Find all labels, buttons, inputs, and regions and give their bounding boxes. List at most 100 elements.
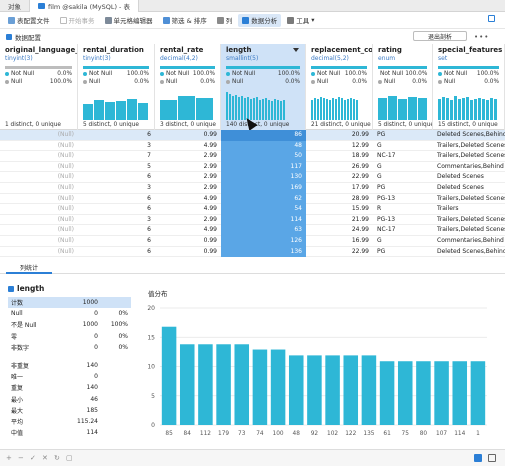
table-row[interactable]: (Null) 6 4.99 54 15.99 R Trailers [0,204,505,215]
stats-row[interactable]: 唯一 0 [8,371,131,382]
table-cell[interactable]: 16.99 [351,237,369,244]
table-cell[interactable]: (Null) [57,226,74,234]
bar-102[interactable] [325,355,340,425]
table-cell[interactable]: PG [377,247,386,255]
table-cell[interactable]: R [377,205,382,213]
bar-92[interactable] [307,355,322,425]
bar-85[interactable] [161,326,177,425]
table-cell[interactable]: 6 [147,131,151,138]
table-cell[interactable]: 2.99 [203,152,217,160]
table-row[interactable]: (Null) 3 4.99 48 12.99 G Trailers,Deleted Scen… [0,140,505,152]
table-cell[interactable]: 26.99 [351,162,369,170]
stats-row[interactable]: 非重复 140 [8,360,131,371]
table-row[interactable]: (Null) 6 0.99 126 16.99 G Commentaries,Behind … [0,236,505,247]
table-cell[interactable]: 18.99 [351,152,369,160]
table-cell[interactable]: G [377,162,382,170]
stats-row[interactable]: Null 0 0% [8,308,131,319]
table-cell[interactable]: Trailers,Deleted Scenes [437,215,505,223]
bar-100[interactable] [270,349,286,425]
table-cell[interactable]: 2.99 [203,215,217,223]
bar-114[interactable] [452,361,468,425]
table-cell[interactable]: (Null) [57,237,74,244]
bar-84[interactable] [179,344,195,425]
column-header-replacement-cost[interactable]: replacement_costdecimal(5,2) Not Null100.… [306,44,373,130]
stats-row[interactable]: 计数 1000 [8,297,131,309]
stats-row[interactable]: 最小 46 [8,394,131,405]
table-cell[interactable]: Deleted Scenes,Behind the Scenes [437,247,505,255]
table-cell[interactable]: 2.99 [203,184,217,191]
sort-dropdown-icon[interactable] [293,48,299,52]
table-row[interactable]: (Null) 6 2.99 130 22.99 G Deleted Scenes [0,172,505,183]
stats-row[interactable]: 最大 185 [8,405,131,416]
tab-film-table[interactable]: film @sakila (MySQL) - 表 [29,0,139,12]
table-cell[interactable]: Commentaries,Behind the Scenes [437,237,505,244]
bar-122[interactable] [343,355,359,425]
table-cell[interactable]: (Null) [57,215,74,223]
table-cell[interactable]: 169 [221,183,306,194]
table-cell[interactable]: 0.99 [203,237,217,244]
add-record-icon[interactable]: + [6,454,12,462]
table-cell[interactable]: PG [377,184,386,191]
table-cell[interactable]: 48 [221,140,306,152]
table-cell[interactable]: 50 [221,151,306,162]
table-row[interactable]: (Null) 7 2.99 50 18.99 NC-17 Trailers,Deleted … [0,151,505,162]
bar-112[interactable] [198,344,213,425]
bar-1[interactable] [470,361,486,425]
column-header-length[interactable]: length smallint(5) Not Null 100.0% Null 0.0% 1… [221,44,306,130]
bar-48[interactable] [288,355,304,425]
stats-row[interactable]: 不是 Null 1000 100% [8,319,131,330]
column-header-rental-duration[interactable]: rental_duration tinyint(3) Not Null 100.0% N… [78,44,155,130]
table-cell[interactable]: 2.99 [203,162,217,170]
table-cell[interactable]: 63 [221,225,306,236]
table-cell[interactable]: 5 [147,162,151,170]
stats-row[interactable]: 平均 115.24 [8,416,131,427]
table-cell[interactable]: 6 [147,237,151,244]
apply-icon[interactable]: ✓ [30,454,36,462]
table-cell[interactable]: (Null) [57,173,74,181]
table-cell[interactable]: 3 [147,184,151,191]
begin-transaction-button[interactable]: 开始事务 [56,14,99,27]
table-cell[interactable]: Deleted Scenes,Behind the Scenes [437,131,505,138]
grid-view-icon[interactable] [474,454,482,462]
table-row[interactable]: (Null) 6 0.99 86 20.99 PG Deleted Scenes,Behin… [0,130,505,141]
expand-icon[interactable] [488,15,495,22]
table-cell[interactable]: (Null) [57,184,74,191]
table-cell[interactable]: 6 [147,173,151,181]
table-cell[interactable]: 4.99 [203,205,217,213]
table-cell[interactable]: 15.99 [351,205,369,213]
columns-button[interactable]: 列 [213,14,237,27]
table-cell[interactable]: 20.99 [351,131,369,138]
table-cell[interactable]: 6 [147,226,151,234]
table-row[interactable]: (Null) 5 2.99 117 26.99 G Commentaries,Behind … [0,161,505,173]
table-cell[interactable]: Deleted Scenes [437,173,484,181]
table-cell[interactable]: Deleted Scenes [437,184,484,191]
cell-editor-button[interactable]: 单元格编辑器 [101,14,157,27]
tab-objects[interactable]: 对象 [0,0,29,12]
table-cell[interactable]: 28.99 [351,194,369,202]
table-cell[interactable]: Trailers,Deleted Scenes [437,141,505,149]
column-header-special-features[interactable]: special_features set Not Null 100.0% Null 0.0… [433,44,505,130]
table-row[interactable]: (Null) 3 2.99 169 17.99 PG Deleted Scenes [0,183,505,194]
column-header-rating[interactable]: rating enum Not Null 100.0% Null 0.0% 5 distin… [373,44,433,130]
table-cell[interactable]: 130 [221,172,306,183]
refresh-icon[interactable]: ↻ [54,454,60,462]
bar-74[interactable] [252,349,268,425]
table-cell[interactable]: 21.99 [351,215,369,223]
table-cell[interactable]: 12.99 [351,141,369,149]
table-cell[interactable]: 3 [147,141,151,149]
bar-107[interactable] [434,361,449,425]
table-cell[interactable]: G [377,173,382,181]
discard-icon[interactable]: ✕ [42,454,48,462]
bar-179[interactable] [216,344,231,425]
table-cell[interactable]: PG-13 [377,215,396,223]
table-cell[interactable]: (Null) [57,152,74,160]
tools-button[interactable]: 工具 ▾ [283,14,318,27]
table-row[interactable]: (Null) 6 4.99 62 28.99 PG-13 Trailers,Deleted … [0,193,505,205]
bar-73[interactable] [234,344,250,425]
table-cell[interactable]: 4.99 [203,226,217,234]
table-cell[interactable]: 0.99 [203,131,217,138]
table-cell[interactable]: 117 [221,161,306,173]
table-cell[interactable]: G [377,237,382,244]
table-cell[interactable]: 4.99 [203,194,217,202]
stats-row[interactable]: 重复 140 [8,382,131,393]
